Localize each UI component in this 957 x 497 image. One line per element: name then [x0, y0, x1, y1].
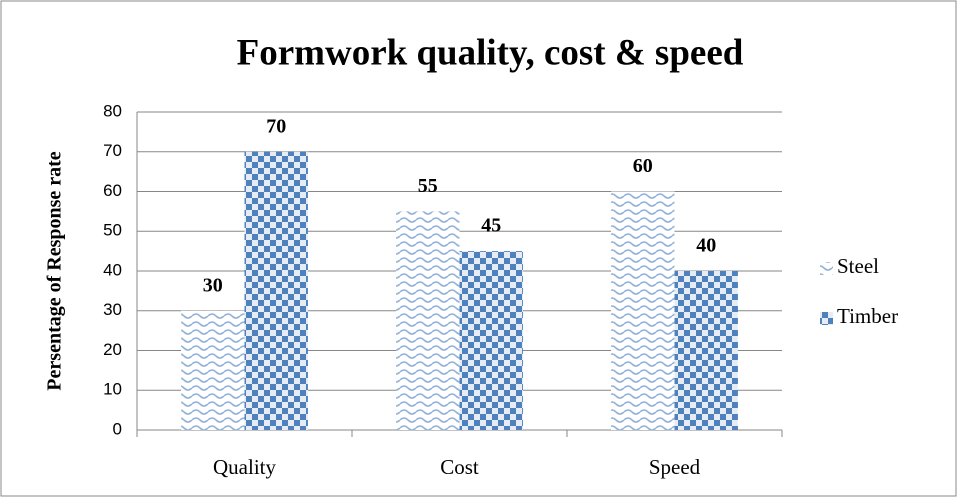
x-tick-label: Cost [440, 455, 479, 479]
y-tick-label: 60 [103, 181, 122, 200]
legend-label: Timber [837, 304, 898, 328]
y-tick-label: 20 [103, 340, 122, 359]
bar [674, 271, 738, 430]
value-label: 30 [203, 274, 223, 296]
value-label: 55 [418, 175, 438, 197]
bar [459, 251, 523, 430]
bar [244, 151, 308, 430]
bar [396, 211, 460, 430]
value-label: 70 [266, 115, 286, 137]
y-tick-label: 80 [103, 101, 122, 120]
bar [611, 191, 675, 430]
y-tick-label: 50 [103, 221, 122, 240]
y-tick-label: 30 [103, 300, 122, 319]
legend-label: Steel [837, 254, 879, 278]
legend-swatch [820, 262, 833, 275]
y-axis-label: Persentage of Response rate [44, 151, 66, 390]
y-tick-label: 40 [103, 260, 122, 279]
bar [181, 310, 245, 430]
x-tick-label: Quality [213, 455, 276, 479]
chart-title: Formwork quality, cost & speed [237, 32, 744, 73]
value-label: 45 [481, 215, 501, 237]
value-label: 60 [633, 155, 653, 177]
y-tick-label: 0 [113, 419, 122, 438]
x-tick-label: Speed [649, 455, 701, 479]
y-tick-label: 10 [103, 380, 122, 399]
value-label: 40 [696, 235, 716, 257]
legend-swatch [820, 312, 833, 325]
y-tick-label: 70 [103, 141, 122, 160]
